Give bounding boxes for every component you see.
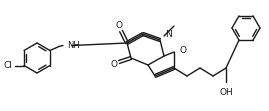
Text: O: O	[115, 21, 122, 30]
Text: O: O	[179, 46, 186, 55]
Text: O: O	[111, 59, 118, 68]
Text: N: N	[165, 30, 172, 39]
Text: Cl: Cl	[3, 61, 12, 70]
Text: NH: NH	[67, 41, 80, 50]
Text: OH: OH	[219, 88, 233, 97]
